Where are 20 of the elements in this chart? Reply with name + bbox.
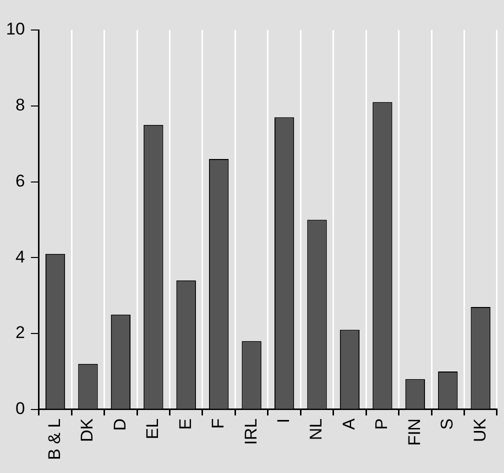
x-tick-label: FIN: [404, 418, 424, 446]
x-tick-label: P: [372, 418, 392, 430]
x-tick-label: S: [438, 418, 457, 430]
y-tick-label: 2: [15, 323, 25, 342]
x-tick-label: NL: [306, 418, 326, 440]
x-tick-label: F: [208, 418, 228, 429]
x-tick-label: DK: [78, 418, 97, 442]
x-tick-label: E: [176, 418, 195, 430]
y-tick-label: 0: [15, 399, 25, 418]
x-tick-label: B & L: [44, 418, 64, 460]
y-tick-label: 6: [15, 171, 25, 190]
x-tick-label: UK: [470, 418, 490, 442]
x-tick-label: EL: [143, 418, 162, 440]
y-tick-label: 4: [15, 247, 25, 266]
x-tick-label: D: [110, 418, 130, 431]
x-tick-label: IRL: [241, 418, 260, 445]
x-tick-label: A: [339, 418, 358, 430]
x-tick-label: I: [274, 418, 293, 424]
y-tick-label: 8: [15, 96, 25, 115]
y-tick-label: 10: [6, 20, 25, 39]
